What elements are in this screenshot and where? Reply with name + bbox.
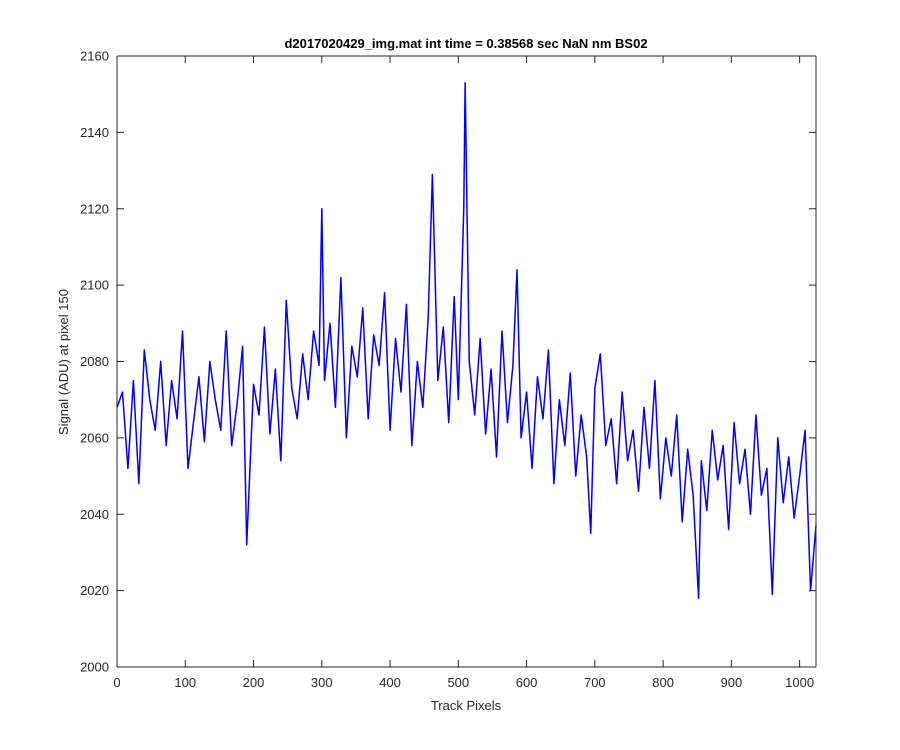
- x-tick-label: 900: [721, 675, 743, 690]
- x-tick-label: 200: [243, 675, 265, 690]
- y-tick-label: 2000: [80, 660, 109, 675]
- y-tick-label: 2100: [80, 278, 109, 293]
- y-tick-label: 2140: [80, 125, 109, 140]
- y-tick-label: 2060: [80, 430, 109, 445]
- x-tick-label: 700: [584, 675, 606, 690]
- y-axis-title: Signal (ADU) at pixel 150: [56, 289, 71, 435]
- series-layer: [116, 81, 817, 600]
- x-tick-label: 100: [174, 675, 196, 690]
- x-tick-label: 400: [379, 675, 401, 690]
- y-tick-label: 2160: [80, 49, 109, 64]
- x-tick-label: 500: [447, 675, 469, 690]
- chart-title: d2017020429_img.mat int time = 0.38568 s…: [284, 36, 647, 51]
- x-tick-label: 800: [652, 675, 674, 690]
- x-tick-label: 600: [516, 675, 538, 690]
- y-tick-label: 2080: [80, 354, 109, 369]
- y-tick-label: 2040: [80, 507, 109, 522]
- x-tick-label: 300: [311, 675, 333, 690]
- x-axis-title: Track Pixels: [431, 698, 502, 713]
- x-tick-label: 1000: [785, 675, 814, 690]
- y-tick-label: 2020: [80, 583, 109, 598]
- ticks-layer: 0 100 200 300 400 500 600 700 800 900 1000 2000 2020…: [80, 49, 816, 690]
- y-tick-label: 2120: [80, 201, 109, 216]
- x-tick-label: 0: [113, 675, 120, 690]
- series-line-0: [116, 81, 817, 600]
